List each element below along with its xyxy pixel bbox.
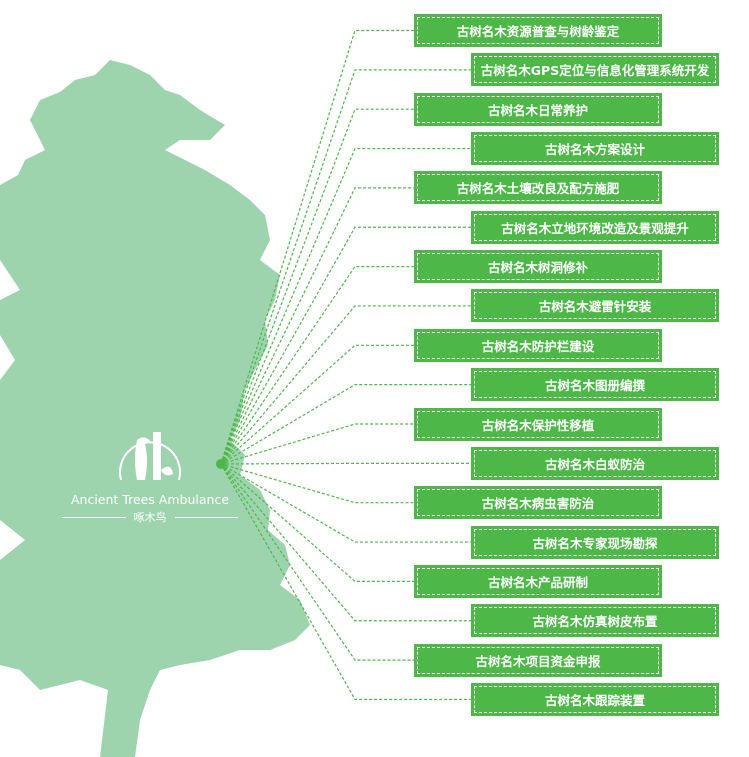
service-box: 古树名木方案设计	[471, 132, 719, 166]
service-box: 古树名木日常养护	[414, 92, 662, 126]
logo-chinese-name: 啄木鸟	[133, 511, 167, 524]
service-box: 古树名木白蚁防治	[471, 446, 719, 480]
connector-line	[220, 384, 471, 465]
logo: Ancient Trees Ambulance 啄木鸟	[62, 420, 238, 525]
service-box: 古树名木病虫害防治	[414, 486, 662, 520]
service-box: 古树名木保护性移植	[414, 407, 662, 441]
service-label: 古树名木方案设计	[474, 135, 716, 163]
connector-line	[220, 463, 414, 504]
service-box: 古树名木立地环境改造及景观提升	[471, 210, 719, 244]
connector-line	[220, 463, 471, 543]
service-label: 古树名木仿真树皮布置	[474, 607, 716, 635]
connector-line	[220, 266, 414, 465]
service-box: 古树名木项目资金申报	[414, 643, 662, 677]
connector-line	[220, 463, 471, 701]
service-label: 古树名木保护性移植	[417, 410, 659, 438]
service-box: 古树名木跟踪装置	[471, 682, 719, 716]
connector-line	[220, 462, 471, 465]
woodpecker-tree-logo-icon	[119, 432, 181, 481]
service-box: 古树名木专家现场勘探	[471, 525, 719, 559]
service-label: 古树名木资源普查与树龄鉴定	[417, 17, 659, 44]
service-label: 古树名木白蚁防治	[474, 449, 716, 477]
logo-chinese-row: 啄木鸟	[62, 509, 238, 525]
service-label: 古树名木图册编撰	[474, 371, 716, 399]
connector-line	[220, 147, 471, 465]
service-label: 古树名木防护栏建设	[417, 331, 659, 359]
connector-line	[220, 187, 414, 465]
service-box: 古树名木树洞修补	[414, 250, 662, 284]
service-label: 古树名木跟踪装置	[474, 685, 716, 713]
logo-rule-left	[62, 516, 126, 518]
service-label: 古树名木项目资金申报	[417, 646, 659, 674]
connector-line	[220, 423, 414, 465]
service-label: 古树名木GPS定位与信息化管理系统开发	[474, 56, 716, 84]
connector-line	[220, 463, 414, 661]
hub-dot	[216, 459, 226, 469]
service-box: 古树名木土壤改良及配方施肥	[414, 171, 662, 205]
service-box: 古树名木防护栏建设	[414, 328, 662, 362]
service-box: 古树名木图册编撰	[471, 368, 719, 402]
tree-silhouette	[0, 60, 310, 757]
service-label: 古树名木产品研制	[417, 567, 659, 595]
service-label: 古树名木日常养护	[417, 95, 659, 123]
service-box: 古树名木仿真树皮布置	[471, 604, 719, 638]
service-box: 古树名木资源普查与树龄鉴定	[414, 14, 662, 47]
service-label: 古树名木避雷针安装	[474, 292, 716, 320]
service-box: 古树名木产品研制	[414, 564, 662, 598]
service-box: 古树名木GPS定位与信息化管理系统开发	[471, 53, 719, 87]
service-label: 古树名木土壤改良及配方施肥	[417, 174, 659, 202]
logo-rule-right	[174, 516, 238, 518]
service-label: 古树名木专家现场勘探	[474, 528, 716, 556]
service-label: 古树名木立地环境改造及景观提升	[474, 213, 716, 241]
service-box: 古树名木避雷针安装	[471, 289, 719, 323]
connector-line	[220, 226, 471, 465]
connector-line	[220, 29, 414, 465]
connector-line	[220, 69, 471, 465]
connector-line	[220, 108, 414, 465]
service-label: 古树名木病虫害防治	[417, 489, 659, 517]
connector-line	[220, 463, 471, 622]
logo-english-name: Ancient Trees Ambulance	[70, 492, 230, 507]
connector-line	[220, 463, 414, 583]
service-label: 古树名木树洞修补	[417, 253, 659, 281]
connector-line	[220, 305, 471, 465]
